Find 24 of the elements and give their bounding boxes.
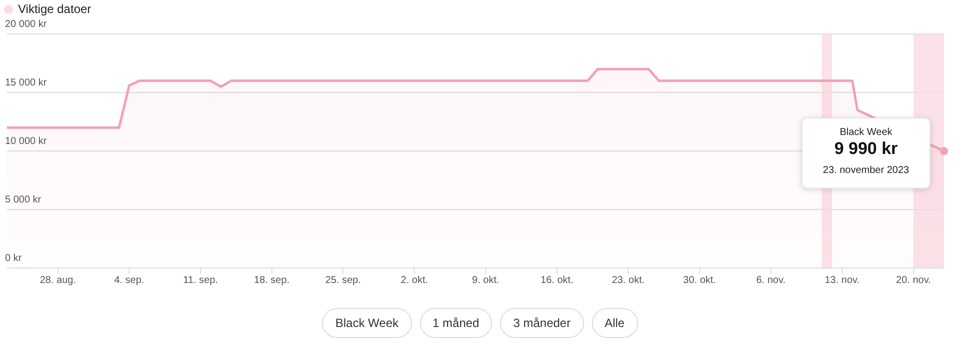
y-tick-label: 0 kr (5, 253, 22, 264)
x-tick-label: 4. sep. (114, 275, 144, 286)
range-button: 3 måneder (500, 308, 584, 338)
legend-label: Viktige datoer (17, 2, 92, 16)
x-tick-label: 11. sep. (183, 275, 218, 286)
range-button: Alle (592, 308, 638, 338)
x-tick-label: 9. okt. (472, 275, 500, 286)
x-tick-label: 20. nov. (896, 275, 931, 286)
y-tick-label: 20 000 kr (5, 19, 48, 30)
x-tick-label: 16. okt. (540, 275, 574, 286)
x-tick-label: 18. sep. (254, 275, 290, 286)
range-button: Black Week (322, 308, 412, 338)
annotation: Black Week 9 990 kr 23. november 2023 (822, 127, 910, 176)
range-button: 1 måned (420, 308, 492, 338)
x-tick-label: 30. okt. (683, 275, 716, 286)
x-tick-label: 6. nov. (756, 275, 786, 286)
x-tick-label: 28. aug. (40, 275, 76, 286)
x-tick-label: 25. sep. (325, 275, 361, 286)
y-tick-label: 10 000 kr (5, 136, 48, 147)
y-tick-label: 5 000 kr (5, 194, 42, 206)
x-tick-label: 2. okt. (400, 275, 428, 286)
y-tick-label: 15 000 kr (5, 78, 48, 88)
x-tick-label: 23. okt. (612, 275, 645, 286)
x-tick-label: 13. nov. (824, 275, 860, 286)
